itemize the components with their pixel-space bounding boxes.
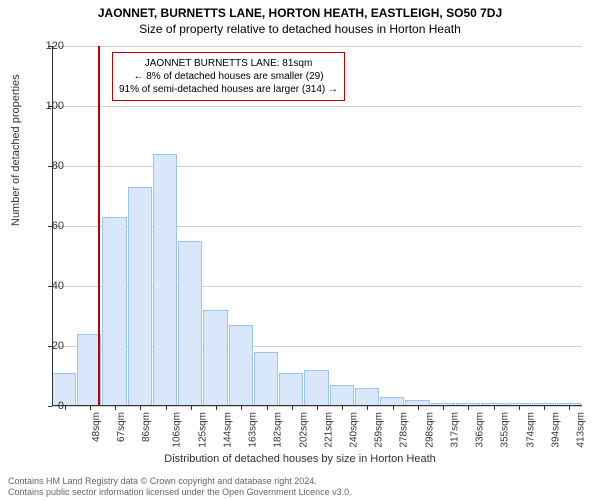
chart-title-description: Size of property relative to detached ho… [0,20,600,40]
x-tick-label: 298sqm [424,412,435,448]
x-tick-label: 48sqm [91,412,102,442]
x-tick-label: 374sqm [525,412,536,448]
y-tick-label: 60 [34,220,64,232]
histogram-bar [355,388,379,406]
x-tick-label: 355sqm [500,412,511,448]
x-tick-label: 144sqm [222,412,233,448]
x-tick-label: 259sqm [374,412,385,448]
x-tick-label: 163sqm [248,412,259,448]
y-tick-label: 40 [34,280,64,292]
histogram-bar [102,217,126,406]
histogram-bar [304,370,328,406]
x-axis-label: Distribution of detached houses by size … [0,453,600,465]
histogram-bar [178,241,202,406]
histogram-bar [330,385,354,406]
histogram-bar [229,325,253,406]
x-tick-label: 67sqm [116,412,127,442]
histogram-bar [279,373,303,406]
grid-line [52,46,582,47]
footer-attribution: Contains HM Land Registry data © Crown c… [8,476,352,498]
y-axis-label: Number of detached properties [10,74,22,226]
x-tick-label: 106sqm [172,412,183,448]
chart-plot-area: JAONNET BURNETTS LANE: 81sqm← 8% of deta… [52,46,582,406]
y-tick-label: 100 [34,100,64,112]
histogram-bar [153,154,177,406]
x-tick-label: 394sqm [550,412,561,448]
annotation-line: 91% of semi-detached houses are larger (… [119,83,338,96]
histogram-bar [203,310,227,406]
y-tick-label: 80 [34,160,64,172]
footer-line1: Contains HM Land Registry data © Crown c… [8,476,352,487]
histogram-bar [254,352,278,406]
x-tick-label: 278sqm [399,412,410,448]
grid-line [52,106,582,107]
annotation-line: ← 8% of detached houses are smaller (29) [119,70,338,83]
x-tick-label: 413sqm [576,412,587,448]
x-tick-label: 336sqm [475,412,486,448]
histogram-bar [128,187,152,406]
x-tick-label: 86sqm [141,412,152,442]
footer-line2: Contains public sector information licen… [8,487,352,498]
x-tick-label: 125sqm [197,412,208,448]
reference-line [98,46,100,406]
x-tick-label: 240sqm [349,412,360,448]
y-tick-label: 120 [34,40,64,52]
annotation-box: JAONNET BURNETTS LANE: 81sqm← 8% of deta… [112,52,345,101]
x-tick-label: 202sqm [298,412,309,448]
chart-title-address: JAONNET, BURNETTS LANE, HORTON HEATH, EA… [0,0,600,20]
x-tick-label: 182sqm [273,412,284,448]
grid-line [52,166,582,167]
x-tick-label: 221sqm [323,412,334,448]
x-tick-label: 317sqm [450,412,461,448]
y-tick-label: 20 [34,340,64,352]
y-tick-label: 0 [34,400,64,412]
annotation-line: JAONNET BURNETTS LANE: 81sqm [119,57,338,70]
